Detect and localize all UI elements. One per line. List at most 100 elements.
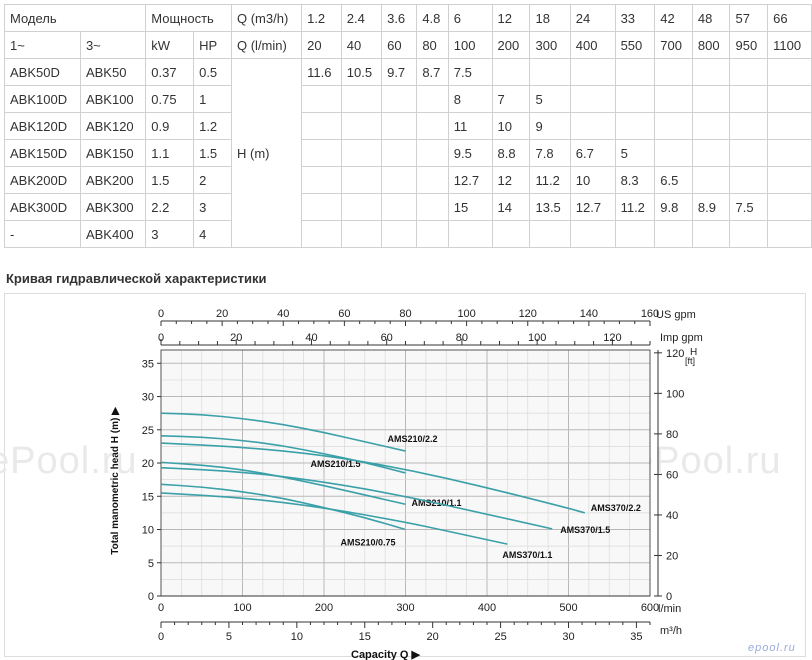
header-cell: 80 [416,31,449,59]
tick-label: 300 [396,602,414,614]
head-value [416,139,449,167]
head-value [654,58,693,86]
head-value [767,166,812,194]
power-hp: 1.5 [193,139,232,167]
header-cell: 40 [340,31,383,59]
power-hp: 2 [193,166,232,194]
tick-label: 25 [142,425,154,437]
tick-label: 40 [666,510,678,522]
table-row: ABK150D ABK150 1.1 1.5 9.5 8.8 7.8 6.7 5 [4,139,812,167]
head-value [691,112,731,140]
header-cell: Q (m3/h) [230,4,303,32]
tick-label: 20 [216,308,228,320]
head-value: 10 [491,112,531,140]
table-row: ABK200D ABK200 1.5 2 12.7 12 11.2 10 8.3 6.5 [4,166,812,194]
section-title: Кривая гидравлической характеристики [6,271,267,286]
tick-label: 35 [142,358,154,370]
head-value [340,85,383,113]
head-value [691,139,731,167]
tick-label: 600 [641,602,659,614]
table-row: ABK100D ABK100 0.75 1 8 7 5 [4,85,812,113]
model-1ph: ABK200D [4,166,81,194]
tick-label: 140 [580,308,598,320]
head-value [301,139,342,167]
head-value [614,220,656,248]
head-value [569,220,616,248]
head-value [614,112,656,140]
series-line [160,492,508,545]
head-value: 9.7 [381,58,418,86]
header-cell: 4.8 [416,4,449,32]
series-line [160,466,553,530]
head-value: 9.5 [447,139,493,167]
head-value: 10.5 [340,58,383,86]
table-header-row: Модель Мощность Q (m3/h) 1.2 2.4 3.6 4.8 6 12 18 2… [3,4,812,32]
head-value: 11.2 [614,193,656,221]
power-hp: 3 [193,193,232,221]
head-value [767,193,812,221]
header-cell: 2.4 [340,4,383,32]
head-value [654,220,693,248]
model-3ph: ABK150 [79,139,147,167]
header-cell: 18 [529,4,571,32]
tick-label: 5 [226,631,232,643]
head-value [767,58,812,86]
head-value: 7.5 [447,58,493,86]
header-cell: 66 [767,4,812,32]
series-label: AMS370/1.5 [560,525,610,535]
head-value: 6.7 [569,139,616,167]
model-3ph: ABK100 [79,85,147,113]
model-3ph: ABK120 [79,112,147,140]
power-hp: 1 [193,85,232,113]
table-row: ABK120D ABK120 0.9 1.2 11 10 9 [4,112,812,140]
head-value: 11.2 [529,166,571,194]
series-label: AMS370/2.2 [591,503,641,513]
head-value [569,58,616,86]
head-value [654,85,693,113]
head-value [416,193,449,221]
head-value [381,220,418,248]
series-line [160,412,406,452]
header-cell: Q (l/min) [230,31,303,59]
model-3ph: ABK300 [79,193,147,221]
header-cell: 1.2 [301,4,342,32]
tick-label: 60 [666,469,678,481]
header-cell: 60 [381,31,418,59]
head-value [340,112,383,140]
head-value [729,58,769,86]
header-cell: Мощность [145,4,232,32]
series-label: AMS210/1.5 [311,459,361,469]
head-value [340,193,383,221]
tick-label: 80 [456,332,468,344]
tick-label: 30 [142,392,154,404]
head-value [729,85,769,113]
top-axis-unit: US gpm [656,309,696,321]
tick-label: 5 [148,558,154,570]
tick-label: 0 [158,602,164,614]
head-value [491,58,531,86]
head-value [416,112,449,140]
header-cell: kW [145,31,195,59]
head-value: 6.5 [654,166,693,194]
model-3ph: ABK400 [79,220,147,248]
head-value: 8 [447,85,493,113]
tick-label: 0 [158,631,164,643]
header-cell: 24 [569,4,616,32]
power-hp: 4 [193,220,232,248]
head-value [381,139,418,167]
tick-label: 10 [142,525,154,537]
header-cell: 200 [491,31,531,59]
head-value: 11 [447,112,493,140]
power-kw: 1.1 [145,139,195,167]
tick-label: 30 [562,631,574,643]
head-value [340,166,383,194]
head-value: 8.7 [416,58,449,86]
tick-label: 120 [603,332,621,344]
head-label: H (m) [230,58,303,248]
header-cell: Модель [3,4,147,32]
tick-label: 400 [478,602,496,614]
tick-label: 35 [630,631,642,643]
tick-label: 20 [427,631,439,643]
head-value [529,58,571,86]
header-cell: 550 [614,31,656,59]
